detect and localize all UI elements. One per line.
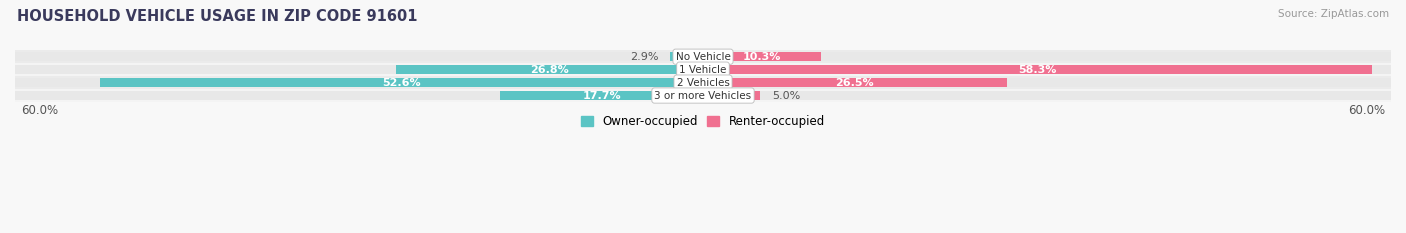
Text: Source: ZipAtlas.com: Source: ZipAtlas.com [1278,9,1389,19]
Bar [15,52,703,61]
Text: 1 Vehicle: 1 Vehicle [679,65,727,75]
Text: 58.3%: 58.3% [1018,65,1056,75]
Bar [703,78,1007,87]
Text: HOUSEHOLD VEHICLE USAGE IN ZIP CODE 91601: HOUSEHOLD VEHICLE USAGE IN ZIP CODE 9160… [17,9,418,24]
Text: 5.0%: 5.0% [772,91,800,101]
Text: 3 or more Vehicles: 3 or more Vehicles [654,91,752,101]
Bar [703,91,1391,100]
Bar [669,52,703,61]
Text: 10.3%: 10.3% [742,52,782,62]
Bar [703,91,761,100]
Bar [703,65,1371,74]
Legend: Owner-occupied, Renter-occupied: Owner-occupied, Renter-occupied [576,110,830,133]
Bar [15,65,703,74]
Text: 17.7%: 17.7% [582,91,621,101]
Bar [100,78,703,87]
Text: 26.5%: 26.5% [835,78,875,88]
Text: 2 Vehicles: 2 Vehicles [676,78,730,88]
Bar [15,89,1391,102]
Bar [15,91,703,100]
Bar [395,65,703,74]
Bar [501,91,703,100]
Text: 60.0%: 60.0% [1348,104,1385,117]
Bar [15,63,1391,76]
Bar [15,51,1391,63]
Text: No Vehicle: No Vehicle [675,52,731,62]
Bar [703,52,821,61]
Bar [703,52,1391,61]
Bar [703,65,1391,74]
Text: 2.9%: 2.9% [630,52,658,62]
Text: 60.0%: 60.0% [21,104,58,117]
Text: 26.8%: 26.8% [530,65,568,75]
Bar [15,76,1391,89]
Bar [703,78,1391,87]
Text: 52.6%: 52.6% [382,78,420,88]
Bar [15,78,703,87]
